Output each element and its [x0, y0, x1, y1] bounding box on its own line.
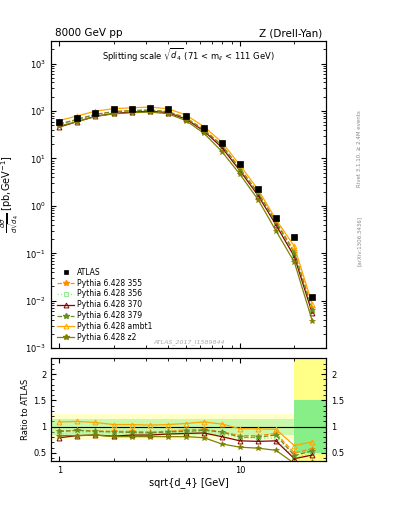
Legend: ATLAS, Pythia 6.428 355, Pythia 6.428 356, Pythia 6.428 370, Pythia 6.428 379, P: ATLAS, Pythia 6.428 355, Pythia 6.428 35… — [55, 265, 155, 345]
Y-axis label: $\frac{d\sigma}{d\sqrt{d_4}}$ [pb,GeV$^{-1}$]: $\frac{d\sigma}{d\sqrt{d_4}}$ [pb,GeV$^{… — [0, 156, 22, 233]
Text: 8000 GeV pp: 8000 GeV pp — [55, 28, 123, 38]
Text: Rivet 3.1.10, ≥ 2.4M events: Rivet 3.1.10, ≥ 2.4M events — [357, 110, 362, 187]
X-axis label: sqrt{d_4} [GeV]: sqrt{d_4} [GeV] — [149, 477, 228, 488]
Text: [arXiv:1306.3436]: [arXiv:1306.3436] — [357, 216, 362, 266]
Text: Splitting scale $\sqrt{d_4}$ (71 < m$_{ll}$ < 111 GeV): Splitting scale $\sqrt{d_4}$ (71 < m$_{l… — [102, 46, 275, 62]
Y-axis label: Ratio to ATLAS: Ratio to ATLAS — [21, 379, 30, 440]
Text: ATLAS_2017_I1589844: ATLAS_2017_I1589844 — [153, 339, 224, 345]
Text: Z (Drell-Yan): Z (Drell-Yan) — [259, 28, 322, 38]
